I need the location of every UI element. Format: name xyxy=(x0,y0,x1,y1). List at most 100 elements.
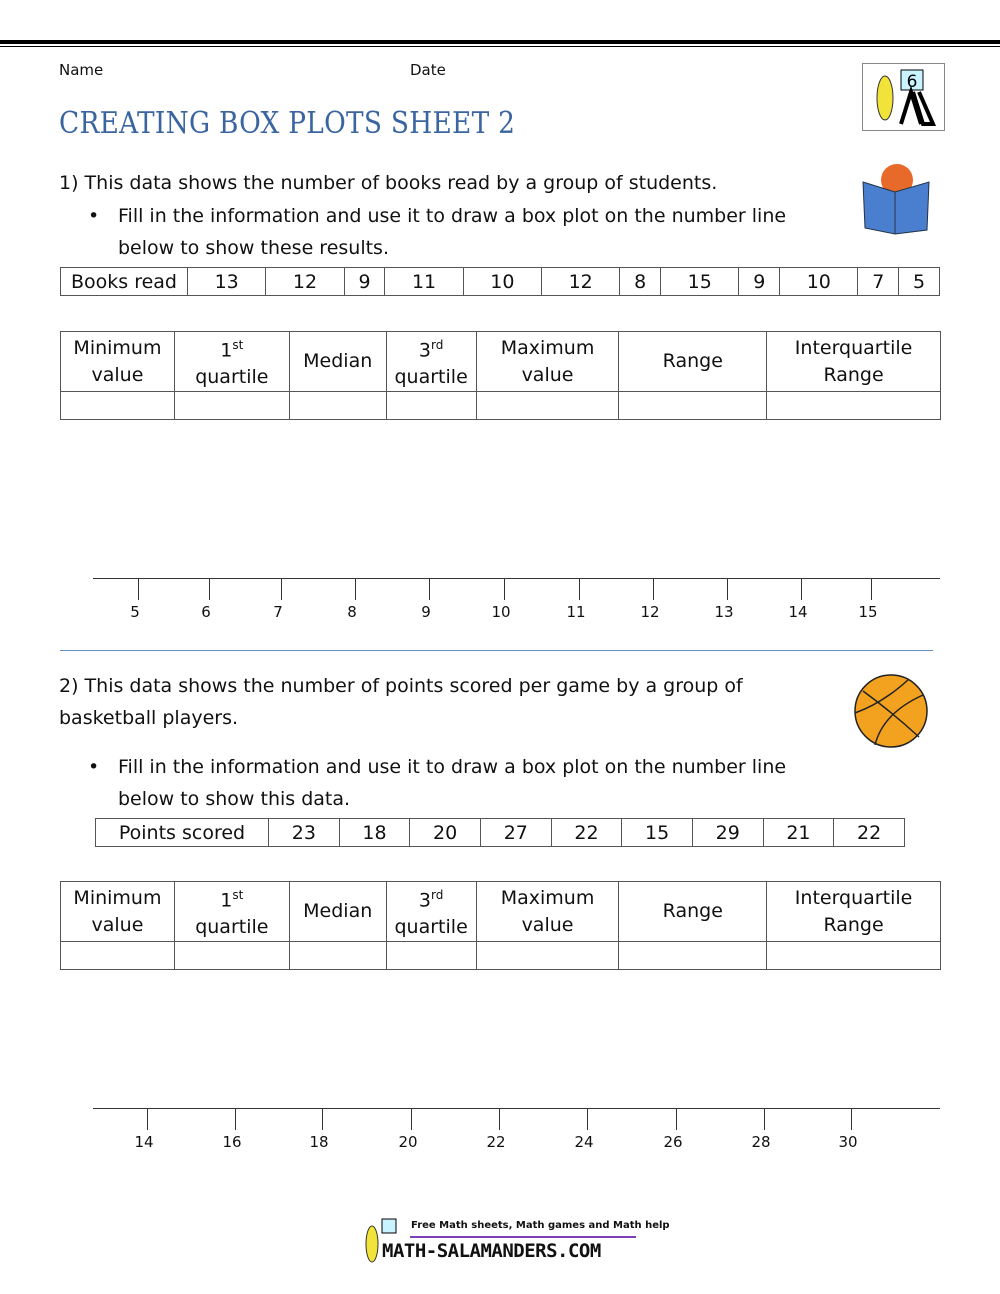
answer-cell[interactable] xyxy=(60,391,175,421)
footer-rule xyxy=(410,1236,636,1238)
header-median: Median xyxy=(288,330,387,393)
data-value-cell: 10 xyxy=(779,267,859,296)
number-line-label: 12 xyxy=(640,603,660,621)
number-line-tick xyxy=(764,1108,765,1130)
header-first-quartile: 1st quartile xyxy=(173,880,290,943)
q2-prompt-1: 2) This data shows the number of points … xyxy=(59,675,743,697)
answer-cell[interactable] xyxy=(475,391,620,421)
header-maximum: Maximum value xyxy=(475,880,620,943)
number-line-label: 22 xyxy=(486,1133,506,1151)
answer-cell[interactable] xyxy=(288,941,387,971)
number-line-label: 11 xyxy=(566,603,586,621)
footer-logo: Free Math sheets, Math games and Math he… xyxy=(358,1216,670,1266)
number-line-tick xyxy=(727,578,728,600)
number-line-label: 14 xyxy=(788,603,808,621)
grade-logo: 6 xyxy=(862,63,945,131)
top-rule-thin xyxy=(0,46,1000,47)
name-label: Name xyxy=(59,61,104,79)
reading-student-image xyxy=(857,152,935,236)
q1-data-table: Books read 13 12 9 11 10 12 8 15 9 10 7 5 xyxy=(60,267,940,296)
number-line-label: 24 xyxy=(574,1133,594,1151)
number-line-label: 7 xyxy=(273,603,283,621)
footer-site: MATH-SALAMANDERS.COM xyxy=(382,1240,601,1262)
number-line-tick xyxy=(235,1108,236,1130)
data-value-cell: 15 xyxy=(660,267,740,296)
number-line-tick xyxy=(676,1108,677,1130)
number-line-tick xyxy=(209,578,210,600)
data-value-cell: 23 xyxy=(268,818,340,847)
data-label: Points scored xyxy=(95,818,269,847)
q2-summary-table: Minimum value 1st quartile Median 3rd quart… xyxy=(60,880,941,971)
data-value-cell: 29 xyxy=(691,818,764,847)
number-line-tick xyxy=(322,1108,323,1130)
header-range: Range xyxy=(618,330,768,393)
data-value-cell: 21 xyxy=(762,818,835,847)
number-line-label: 6 xyxy=(201,603,211,621)
answer-cell[interactable] xyxy=(618,391,768,421)
q1-prompt: 1) This data shows the number of books r… xyxy=(59,172,718,194)
number-line-tick xyxy=(499,1108,500,1130)
basketball-image xyxy=(853,673,929,749)
data-value-cell: 10 xyxy=(462,267,543,296)
number-line-label: 5 xyxy=(130,603,140,621)
answer-cell[interactable] xyxy=(618,941,768,971)
svg-text:6: 6 xyxy=(907,72,918,92)
date-label: Date xyxy=(410,61,446,79)
data-value-cell: 18 xyxy=(338,818,411,847)
data-value-cell: 8 xyxy=(619,267,662,296)
q2-data-table: Points scored 23 18 20 27 22 15 29 21 22 xyxy=(95,818,905,847)
answer-cell[interactable] xyxy=(385,941,477,971)
q2-instruction-2: below to show this data. xyxy=(118,788,351,810)
number-line-label: 15 xyxy=(858,603,878,621)
q1-number-line xyxy=(93,578,940,579)
bullet-icon: • xyxy=(88,756,100,778)
data-value-cell: 12 xyxy=(265,267,345,296)
number-line-tick xyxy=(355,578,356,600)
data-value-cell: 13 xyxy=(186,267,267,296)
number-line-tick xyxy=(429,578,430,600)
answer-cell[interactable] xyxy=(385,391,477,421)
header-minimum: Minimum value xyxy=(60,880,175,943)
data-value-cell: 22 xyxy=(550,818,623,847)
answer-cell[interactable] xyxy=(173,391,290,421)
data-value-cell: 20 xyxy=(409,818,481,847)
answer-cell[interactable] xyxy=(766,391,941,421)
answer-cell[interactable] xyxy=(288,391,387,421)
number-line-tick xyxy=(653,578,654,600)
number-line-label: 9 xyxy=(421,603,431,621)
data-value-cell: 9 xyxy=(343,267,386,296)
page-title: CREATING BOX PLOTS SHEET 2 xyxy=(59,106,516,141)
number-line-label: 16 xyxy=(222,1133,242,1151)
q1-summary-table: Minimum value 1st quartile Median 3rd quart… xyxy=(60,330,941,421)
header-first-quartile: 1st quartile xyxy=(173,330,290,393)
number-line-label: 30 xyxy=(838,1133,858,1151)
data-value-cell: 7 xyxy=(857,267,900,296)
number-line-label: 14 xyxy=(134,1133,154,1151)
number-line-tick xyxy=(411,1108,412,1130)
top-rule xyxy=(0,40,1000,44)
q1-instruction-2: below to show these results. xyxy=(118,237,389,259)
q2-prompt-2: basketball players. xyxy=(59,707,239,729)
answer-cell[interactable] xyxy=(173,941,290,971)
header-iqr: Interquartile Range xyxy=(766,330,941,393)
number-line-tick xyxy=(138,578,139,600)
data-value-cell: 22 xyxy=(833,818,905,847)
data-value-cell: 15 xyxy=(621,818,693,847)
number-line-tick xyxy=(851,1108,852,1130)
q2-number-line xyxy=(93,1108,940,1109)
section-divider xyxy=(60,650,933,651)
header-iqr: Interquartile Range xyxy=(766,880,941,943)
answer-cell[interactable] xyxy=(766,941,941,971)
number-line-label: 8 xyxy=(347,603,357,621)
number-line-label: 10 xyxy=(491,603,511,621)
header-maximum: Maximum value xyxy=(475,330,620,393)
number-line-label: 26 xyxy=(663,1133,683,1151)
header-third-quartile: 3rd quartile xyxy=(385,330,477,393)
number-line-tick xyxy=(147,1108,148,1130)
answer-cell[interactable] xyxy=(60,941,175,971)
header-median: Median xyxy=(288,880,387,943)
header-third-quartile: 3rd quartile xyxy=(385,880,477,943)
answer-cell[interactable] xyxy=(475,941,620,971)
number-line-label: 18 xyxy=(309,1133,329,1151)
q2-instruction-1: Fill in the information and use it to dr… xyxy=(118,756,787,778)
